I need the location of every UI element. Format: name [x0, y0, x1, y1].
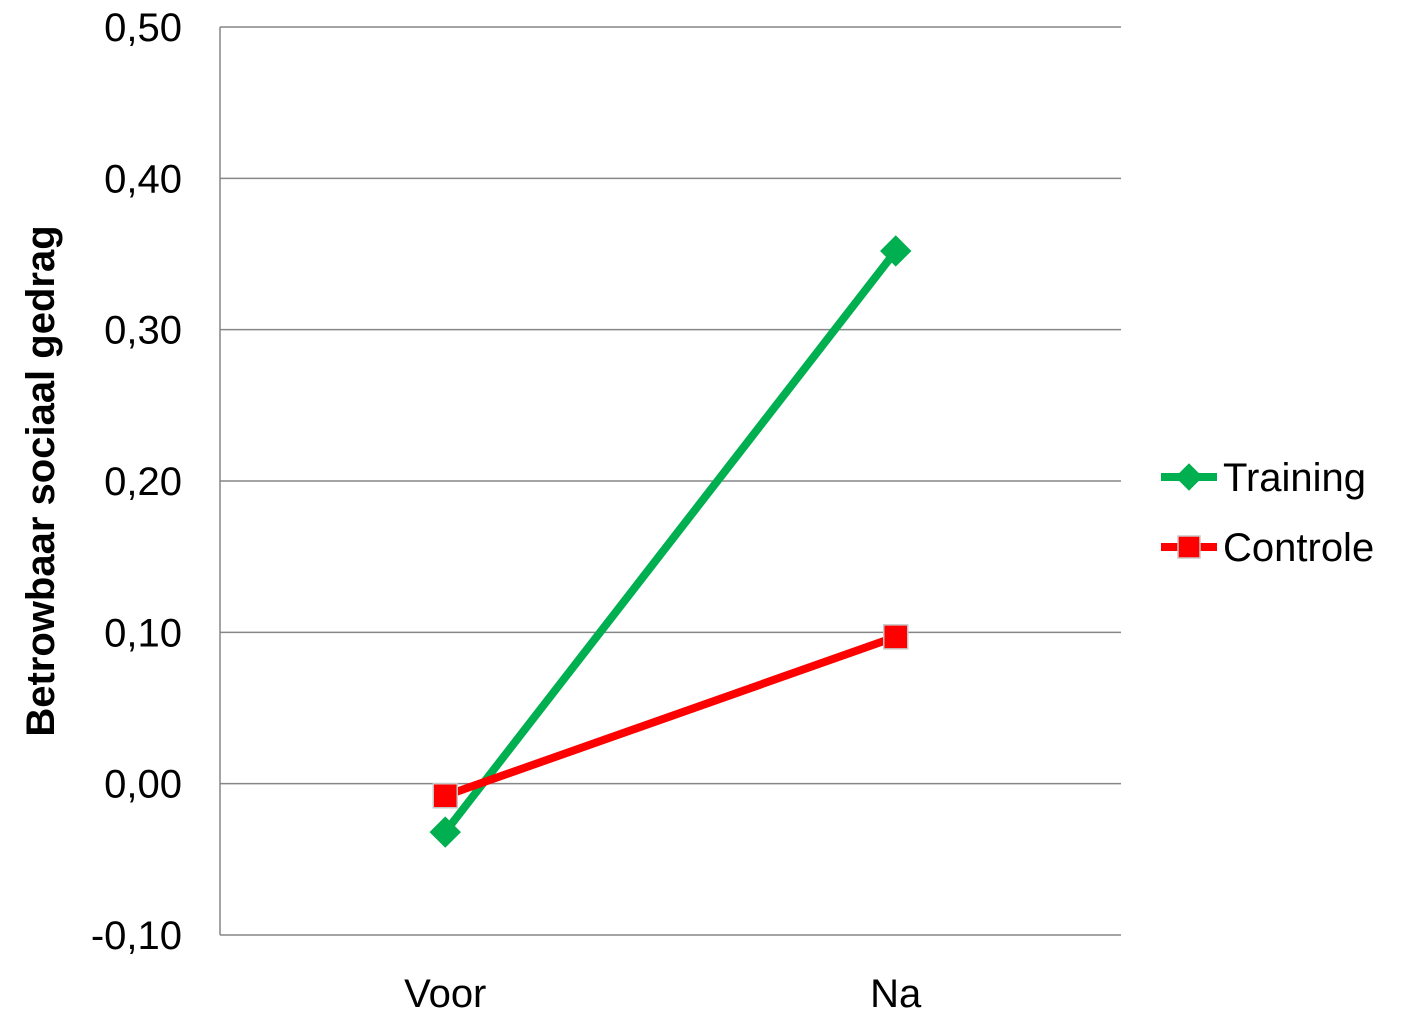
gridlines	[220, 26, 1121, 785]
axes	[219, 27, 1121, 936]
legend-marker-controle	[1177, 535, 1201, 559]
y-tick-label: 0,40	[104, 157, 182, 201]
series-lines	[429, 235, 912, 848]
tick-labels: -0,10 0,00 0,10 0,20 0,30 0,40 0,50 Voor Na Betro…	[19, 6, 922, 1014]
data-point-controle	[883, 624, 909, 650]
y-tick-label: 0,50	[104, 6, 182, 50]
y-axis-title: Betrowbaar sociaal gedrag	[19, 225, 63, 736]
y-tick-label: 0,20	[104, 460, 182, 504]
series-line-controle	[443, 633, 898, 800]
y-tick-label: -0,10	[91, 914, 182, 958]
x-tick-label: Na	[870, 972, 922, 1014]
y-tick-label: 0,10	[104, 611, 182, 655]
data-point-training	[429, 816, 461, 848]
x-tick-label: Voor	[404, 972, 486, 1014]
data-point-controle	[432, 783, 458, 809]
y-tick-label: 0,30	[104, 309, 182, 353]
legend-marker-training	[1175, 463, 1203, 491]
legend: Training Controle	[1161, 456, 1374, 570]
data-point-training	[880, 235, 912, 267]
legend-label-controle: Controle	[1223, 526, 1374, 570]
y-tick-label: 0,00	[104, 763, 182, 807]
legend-label-training: Training	[1223, 456, 1366, 500]
series-line-training	[442, 248, 899, 835]
